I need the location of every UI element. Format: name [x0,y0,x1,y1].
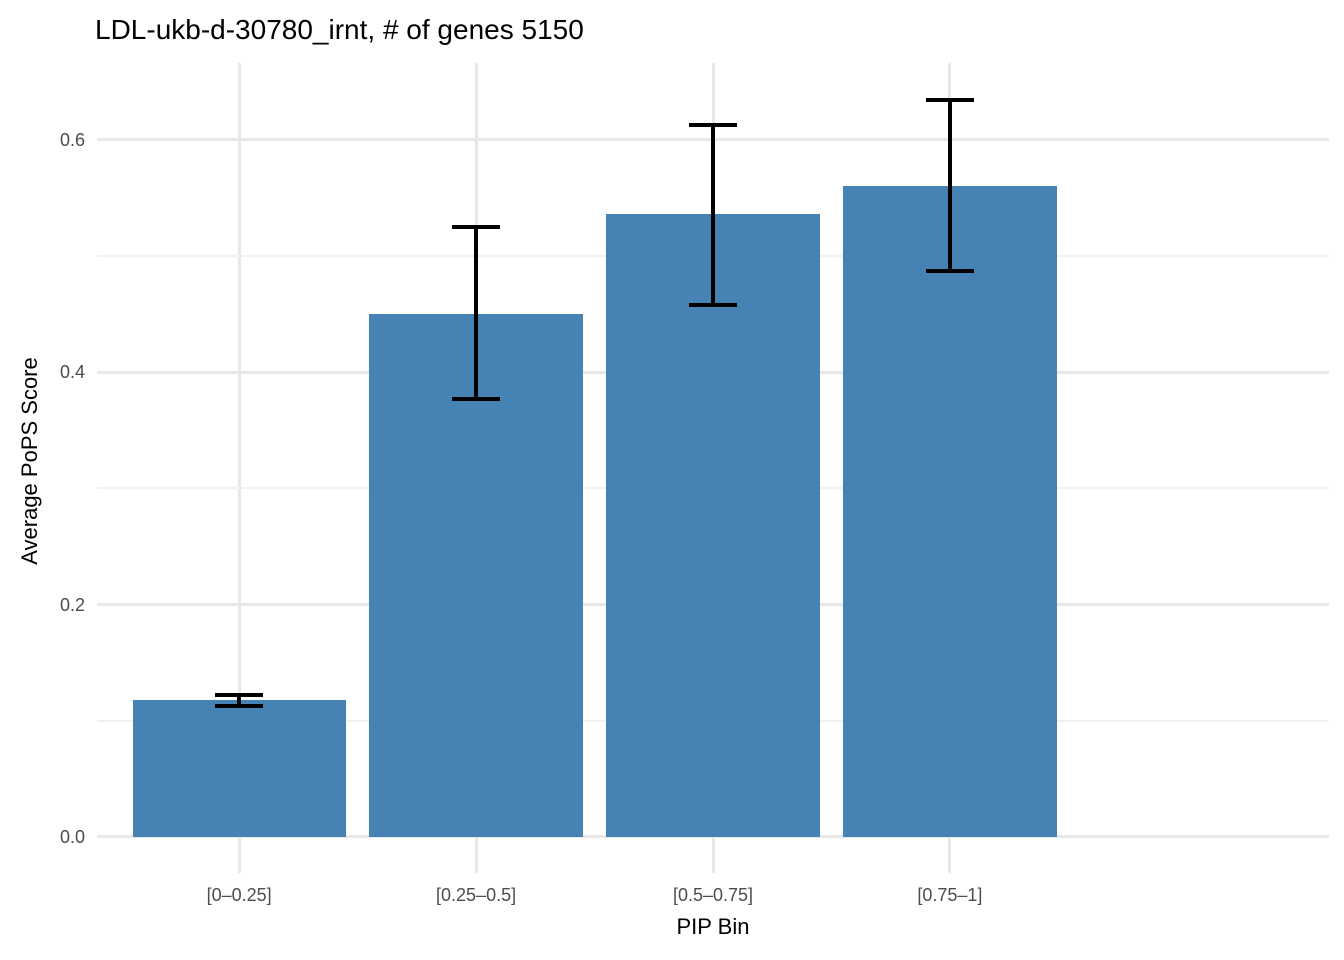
error-bar-stem [947,100,952,272]
plot-title: LDL-ukb-d-30780_irnt, # of genes 5150 [95,14,584,45]
bar [132,699,346,837]
y-tick-label: 0.0 [59,826,85,847]
y-tick-label: 0.6 [59,129,85,150]
x-tick-label: [0–0.25] [206,885,272,905]
x-tick-label: [0.75–1] [917,885,983,905]
x-axis-title: PIP Bin [676,914,750,939]
error-bar-cap-bottom [452,396,500,401]
error-bar-cap-bottom [926,269,974,274]
bar [843,186,1057,837]
y-tick-label: 0.2 [59,594,85,615]
error-bar-stem [474,226,479,399]
y-axis-title: Average PoPS Score [17,357,42,565]
error-bar-cap-top [215,693,263,698]
error-bar-cap-top [689,122,737,127]
x-major-gridline [237,63,241,873]
error-bar-cap-top [926,98,974,103]
bar [606,214,820,837]
bar [369,314,583,837]
x-tick-label: [0.25–0.5] [436,885,517,905]
error-bar-cap-top [452,224,500,229]
error-bar-stem [237,695,242,706]
error-bar-cap-bottom [689,302,737,307]
x-tick-label: [0.5–0.75] [672,885,754,905]
error-bar-cap-bottom [215,703,263,708]
y-major-gridline [97,835,1329,839]
error-bar-stem [711,124,715,305]
y-tick-label: 0.4 [59,362,85,383]
